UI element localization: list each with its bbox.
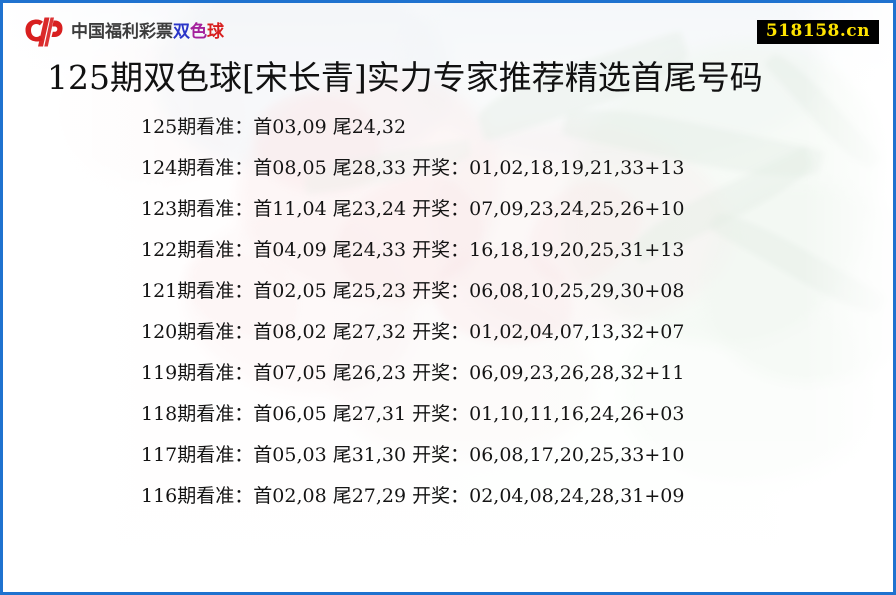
header-bar: 中国福利彩票双色球 518158.cn (3, 3, 893, 59)
list-item: 122期看准：首04,09 尾24,33 开奖：16,18,19,20,25,3… (141, 238, 685, 261)
brand-name-se: 色 (190, 21, 207, 42)
page-title: 125期双色球[宋长青]实力专家推荐精选首尾号码 (47, 58, 763, 97)
brand-logo-text: 中国福利彩票双色球 (71, 21, 224, 42)
list-item: 116期看准：首02,08 尾27,29 开奖：02,04,08,24,28,3… (141, 484, 685, 507)
list-item: 123期看准：首11,04 尾23,24 开奖：07,09,23,24,25,2… (141, 197, 685, 220)
brand-name-cn: 中国福利彩票 (71, 21, 173, 42)
list-item: 124期看准：首08,05 尾28,33 开奖：01,02,18,19,21,3… (141, 156, 685, 179)
brand-logo: 中国福利彩票双色球 (25, 16, 224, 48)
china-welfare-lottery-logo-icon (25, 17, 63, 47)
list-item: 125期看准：首03,09 尾24,32 (141, 115, 407, 138)
list-item: 118期看准：首06,05 尾27,31 开奖：01,10,11,16,24,2… (141, 402, 685, 425)
list-item: 119期看准：首07,05 尾26,23 开奖：06,09,23,26,28,3… (141, 361, 685, 384)
site-watermark: 518158.cn (756, 20, 879, 44)
brand-name-shuang: 双 (173, 21, 190, 42)
brand-name-qiu: 球 (207, 21, 224, 42)
list-item: 117期看准：首05,03 尾31,30 开奖：06,08,17,20,25,3… (141, 443, 685, 466)
forecast-list: 125期看准：首03,09 尾24,32 124期看准：首08,05 尾28,3… (3, 98, 893, 506)
list-item: 121期看准：首02,05 尾25,23 开奖：06,08,10,25,29,3… (141, 279, 685, 302)
list-item: 120期看准：首08,02 尾27,32 开奖：01,02,04,07,13,3… (141, 320, 685, 343)
page-content: 中国福利彩票双色球 518158.cn 125期双色球[宋长青]实力专家推荐精选… (3, 3, 893, 506)
